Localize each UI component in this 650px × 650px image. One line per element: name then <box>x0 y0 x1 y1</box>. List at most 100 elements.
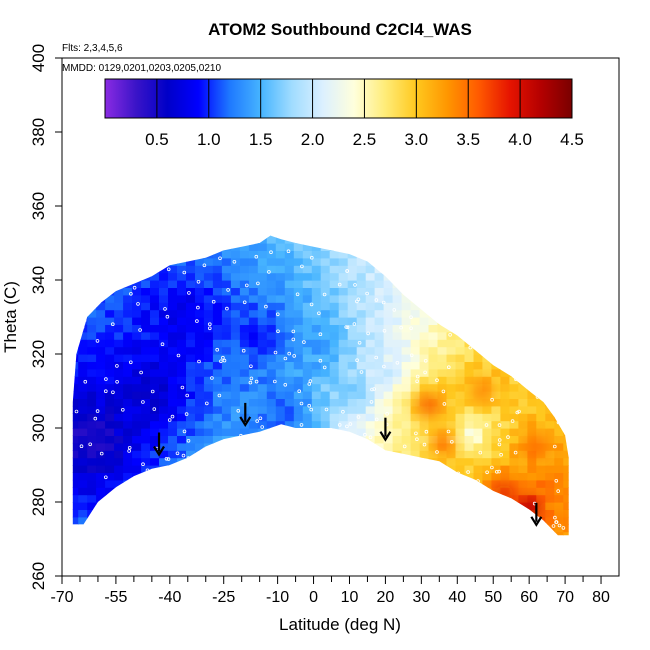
heatmap-cell <box>563 324 569 333</box>
heatmap-cell <box>374 487 385 496</box>
heatmap-cell <box>177 472 187 481</box>
heatmap-cell <box>203 235 214 244</box>
heatmap-cell <box>518 405 528 414</box>
sample-point <box>176 518 181 522</box>
heatmap-cell <box>320 346 331 355</box>
heatmap-cell <box>365 235 376 237</box>
heatmap-cell <box>392 287 403 296</box>
heatmap-cell <box>159 487 169 496</box>
heatmap-cell <box>419 250 430 259</box>
heatmap-cell <box>275 465 286 473</box>
heatmap-cell <box>302 524 313 533</box>
heatmap-cell <box>500 502 510 510</box>
heatmap-cell <box>248 324 259 333</box>
heatmap-cell <box>168 272 178 281</box>
heatmap-cell <box>311 405 322 414</box>
heatmap-cell <box>302 420 313 429</box>
heatmap-cell <box>518 287 528 296</box>
sample-point <box>272 379 277 384</box>
heatmap-cell <box>284 383 295 392</box>
heatmap-cell <box>195 339 205 348</box>
sample-point <box>88 442 92 447</box>
heatmap-cell <box>141 376 151 385</box>
heatmap-cell <box>527 457 537 466</box>
sample-point <box>197 249 202 253</box>
heatmap-cell <box>554 272 564 281</box>
sample-point <box>372 387 377 391</box>
heatmap-cell <box>428 479 439 488</box>
sample-point <box>554 478 559 483</box>
heatmap-cell <box>123 235 133 244</box>
sample-point <box>497 442 502 447</box>
heatmap-cell <box>563 302 569 311</box>
sample-point <box>494 469 499 474</box>
heatmap-cell <box>221 302 232 311</box>
heatmap-cell <box>96 235 106 237</box>
heatmap-cell <box>105 457 115 466</box>
heatmap-cell <box>105 494 115 503</box>
heatmap-cell <box>186 339 196 348</box>
heatmap-cell <box>72 294 79 303</box>
heatmap-cell <box>105 339 115 348</box>
heatmap-cell <box>572 465 582 473</box>
heatmap-cell <box>320 243 331 251</box>
sample-point <box>352 506 357 510</box>
heatmap-cell <box>428 331 439 340</box>
heatmap-cell <box>248 265 259 274</box>
heatmap-cell <box>572 287 582 295</box>
heatmap-cell <box>347 235 358 237</box>
heatmap-cell <box>554 472 564 481</box>
heatmap-cell <box>230 272 241 281</box>
sample-point <box>78 330 82 335</box>
heatmap-cell <box>482 531 492 536</box>
heatmap-cell <box>72 243 79 251</box>
heatmap-cell <box>203 516 214 525</box>
heatmap-cell <box>302 435 313 444</box>
heatmap-cell <box>338 287 349 296</box>
heatmap-cell <box>266 287 277 296</box>
heatmap-cell <box>195 280 205 288</box>
heatmap-cell <box>221 294 232 303</box>
heatmap-cell <box>554 435 564 444</box>
heatmap-cell <box>239 243 250 251</box>
heatmap-cell <box>311 509 322 518</box>
heatmap-cell <box>401 465 412 473</box>
heatmap-cell <box>248 294 259 303</box>
heatmap-cell <box>302 376 313 385</box>
heatmap-cell <box>96 302 106 311</box>
heatmap-cell <box>446 420 457 429</box>
heatmap-cell <box>356 243 367 251</box>
heatmap-cell <box>329 442 340 451</box>
heatmap-cell <box>410 450 421 459</box>
heatmap-cell <box>446 243 457 251</box>
sample-point <box>74 409 79 414</box>
heatmap-cell <box>257 494 268 503</box>
heatmap-cell <box>105 428 115 436</box>
heatmap-cell <box>428 346 439 355</box>
sample-point <box>79 444 84 449</box>
heatmap-cell <box>518 428 528 436</box>
heatmap-cell <box>78 428 88 436</box>
heatmap-cell <box>78 420 88 429</box>
heatmap-cell <box>356 280 367 288</box>
heatmap-cell <box>284 457 295 466</box>
heatmap-cell <box>221 383 232 392</box>
flight-arrow <box>530 502 543 527</box>
heatmap-cell <box>168 479 178 488</box>
sample-point <box>497 469 501 474</box>
heatmap-cell <box>141 405 151 414</box>
sample-point <box>220 503 224 508</box>
heatmap-cell <box>114 339 124 348</box>
heatmap-cell <box>203 346 214 355</box>
heatmap-cell <box>419 450 430 459</box>
heatmap-cell <box>302 472 313 481</box>
heatmap-cell <box>329 235 340 244</box>
heatmap-cell <box>257 376 268 385</box>
heatmap-cell <box>132 457 142 466</box>
heatmap-cell <box>168 398 178 407</box>
heatmap-cell <box>123 331 133 340</box>
heatmap-cell <box>500 250 510 259</box>
heatmap-cell <box>87 442 97 451</box>
heatmap-cell <box>123 287 133 296</box>
heatmap-cell <box>572 487 582 495</box>
